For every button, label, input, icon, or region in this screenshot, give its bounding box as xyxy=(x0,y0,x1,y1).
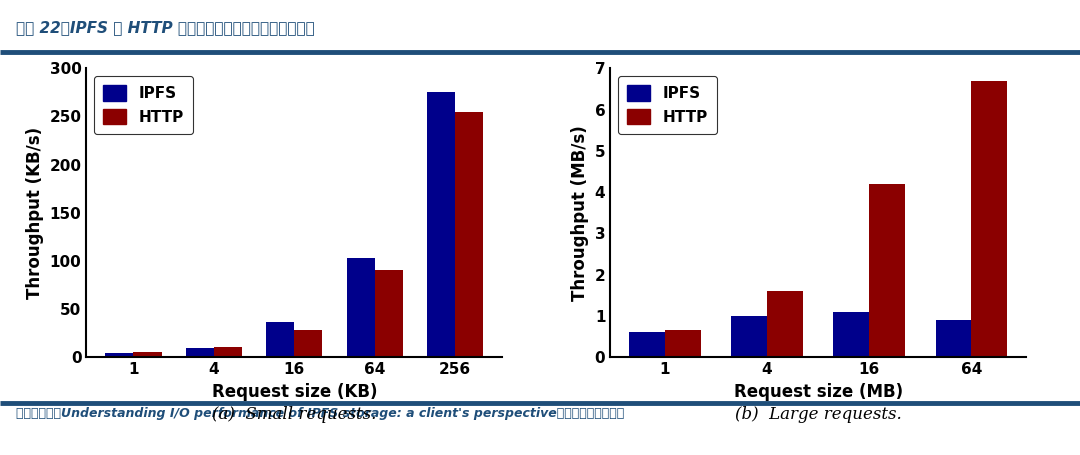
Bar xyxy=(427,92,455,357)
Text: 图表 22：IPFS 与 HTTP 性能对比：远程读取操作的吞吐量: 图表 22：IPFS 与 HTTP 性能对比：远程读取操作的吞吐量 xyxy=(16,20,315,35)
Bar xyxy=(347,258,375,357)
Bar xyxy=(731,316,767,357)
Legend: IPFS, HTTP: IPFS, HTTP xyxy=(618,76,716,134)
Y-axis label: Throughput (MB/s): Throughput (MB/s) xyxy=(571,125,589,301)
Bar xyxy=(869,184,905,357)
Bar xyxy=(767,291,802,357)
X-axis label: Request size (MB): Request size (MB) xyxy=(733,383,903,400)
Text: (a)  Small requests.: (a) Small requests. xyxy=(212,405,377,423)
Bar xyxy=(665,330,701,357)
Bar xyxy=(971,81,1008,357)
Legend: IPFS, HTTP: IPFS, HTTP xyxy=(94,76,192,134)
Bar xyxy=(186,348,214,357)
Bar xyxy=(455,111,484,357)
Bar xyxy=(214,347,242,357)
Text: 资料来源：《Understanding I/O performance of IPFS storage: a client's perspective》、国盛证: 资料来源：《Understanding I/O performance of I… xyxy=(16,407,624,420)
Bar xyxy=(629,333,665,357)
Bar xyxy=(935,320,971,357)
X-axis label: Request size (KB): Request size (KB) xyxy=(212,383,377,400)
Y-axis label: Throughput (KB/s): Throughput (KB/s) xyxy=(26,126,44,299)
Bar xyxy=(266,322,295,357)
Bar xyxy=(106,354,134,357)
Bar xyxy=(834,312,869,357)
Bar xyxy=(295,330,323,357)
Bar xyxy=(134,352,162,357)
Bar xyxy=(375,270,403,357)
Text: (b)  Large requests.: (b) Large requests. xyxy=(734,405,902,423)
